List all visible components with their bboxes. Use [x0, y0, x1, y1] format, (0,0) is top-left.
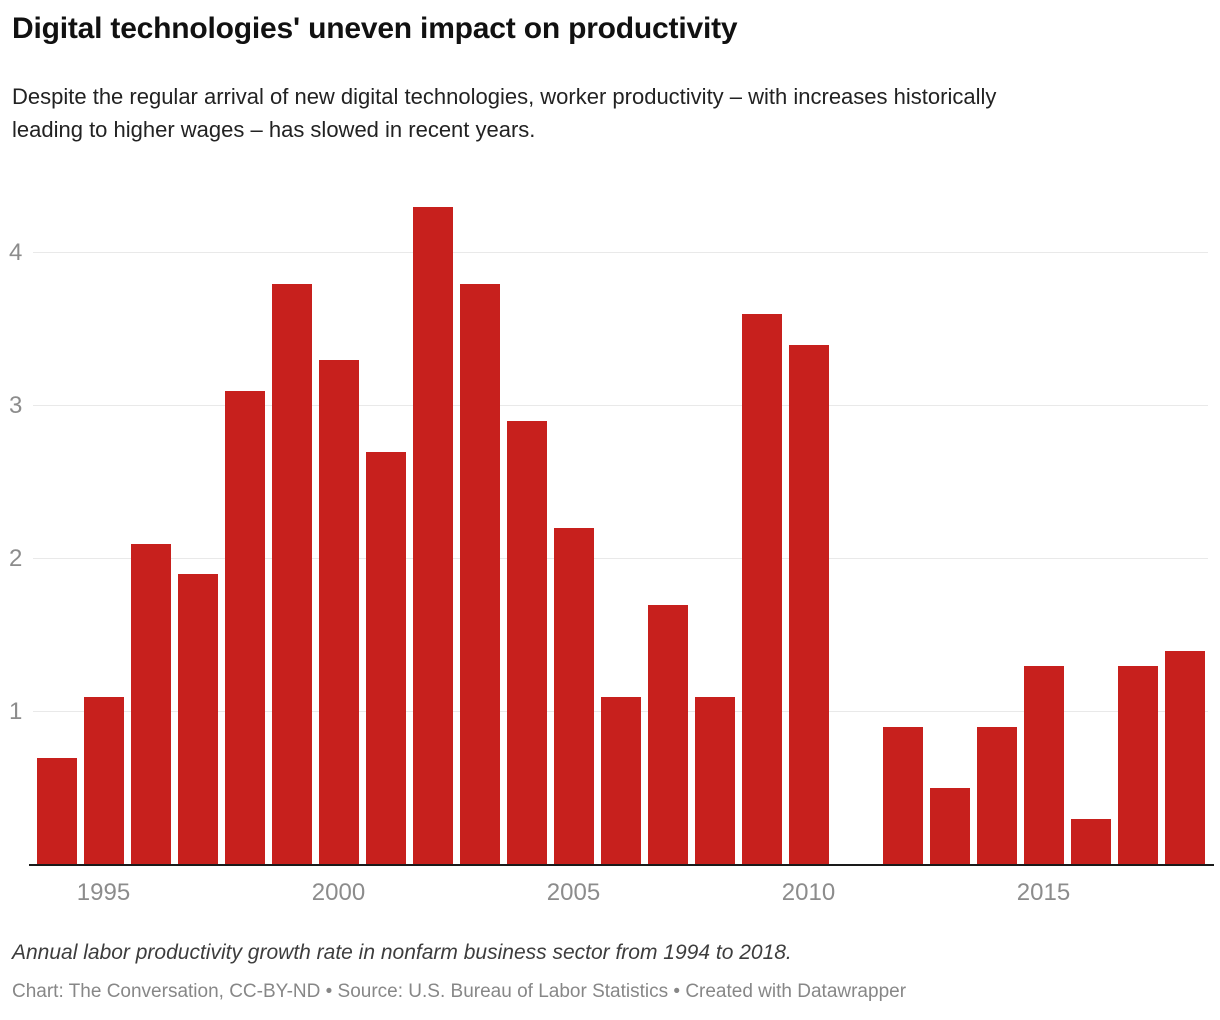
bar-1996 [130, 544, 171, 865]
y-tick-label-3: 3 [9, 392, 23, 419]
gridline-3 [33, 405, 1208, 406]
chart-subtitle: Despite the regular arrival of new digit… [12, 84, 997, 142]
bar-2007 [647, 605, 688, 865]
bar-2018 [1164, 651, 1205, 865]
gridline-4 [33, 252, 1208, 253]
bar-chart-plot-area: 1 2 3 4 1995 2000 2005 2010 2015 [9, 190, 1214, 906]
bar-2010 [788, 345, 829, 865]
bar-2014 [976, 727, 1017, 865]
bar-1998 [224, 391, 265, 865]
x-axis-line [29, 864, 1214, 866]
bar-1999 [271, 284, 312, 865]
bar-2013 [929, 788, 970, 865]
bar-2009 [741, 314, 782, 865]
x-tick-label-2015: 2015 [1016, 879, 1071, 906]
chart-title: Digital technologies' uneven impact on p… [12, 12, 738, 45]
x-tick-label-2010: 2010 [781, 879, 836, 906]
bar-2012 [882, 727, 923, 865]
bar-2001 [365, 452, 406, 865]
x-tick-label-2005: 2005 [546, 879, 601, 906]
bar-1994 [36, 758, 77, 865]
chart-credits: Chart: The Conversation, CC-BY-ND • Sour… [12, 981, 907, 1002]
bar-2000 [318, 360, 359, 865]
x-tick-label-1995: 1995 [76, 879, 131, 906]
x-tick-label-2000: 2000 [311, 879, 366, 906]
bar-2003 [459, 284, 500, 865]
bar-2005 [553, 528, 594, 865]
bar-2016 [1070, 819, 1111, 865]
chart-note: Annual labor productivity growth rate in… [12, 941, 792, 964]
bar-2006 [600, 697, 641, 865]
y-tick-label-4: 4 [9, 239, 23, 266]
bar-2002 [412, 207, 453, 865]
y-tick-label-2: 2 [9, 545, 23, 572]
gridline-2 [33, 558, 1208, 559]
bar-2004 [506, 421, 547, 865]
bar-2017 [1117, 666, 1158, 865]
bar-1995 [83, 697, 124, 865]
bar-2015 [1023, 666, 1064, 865]
bar-1997 [177, 574, 218, 865]
bar-2008 [694, 697, 735, 865]
y-tick-label-1: 1 [9, 698, 23, 725]
